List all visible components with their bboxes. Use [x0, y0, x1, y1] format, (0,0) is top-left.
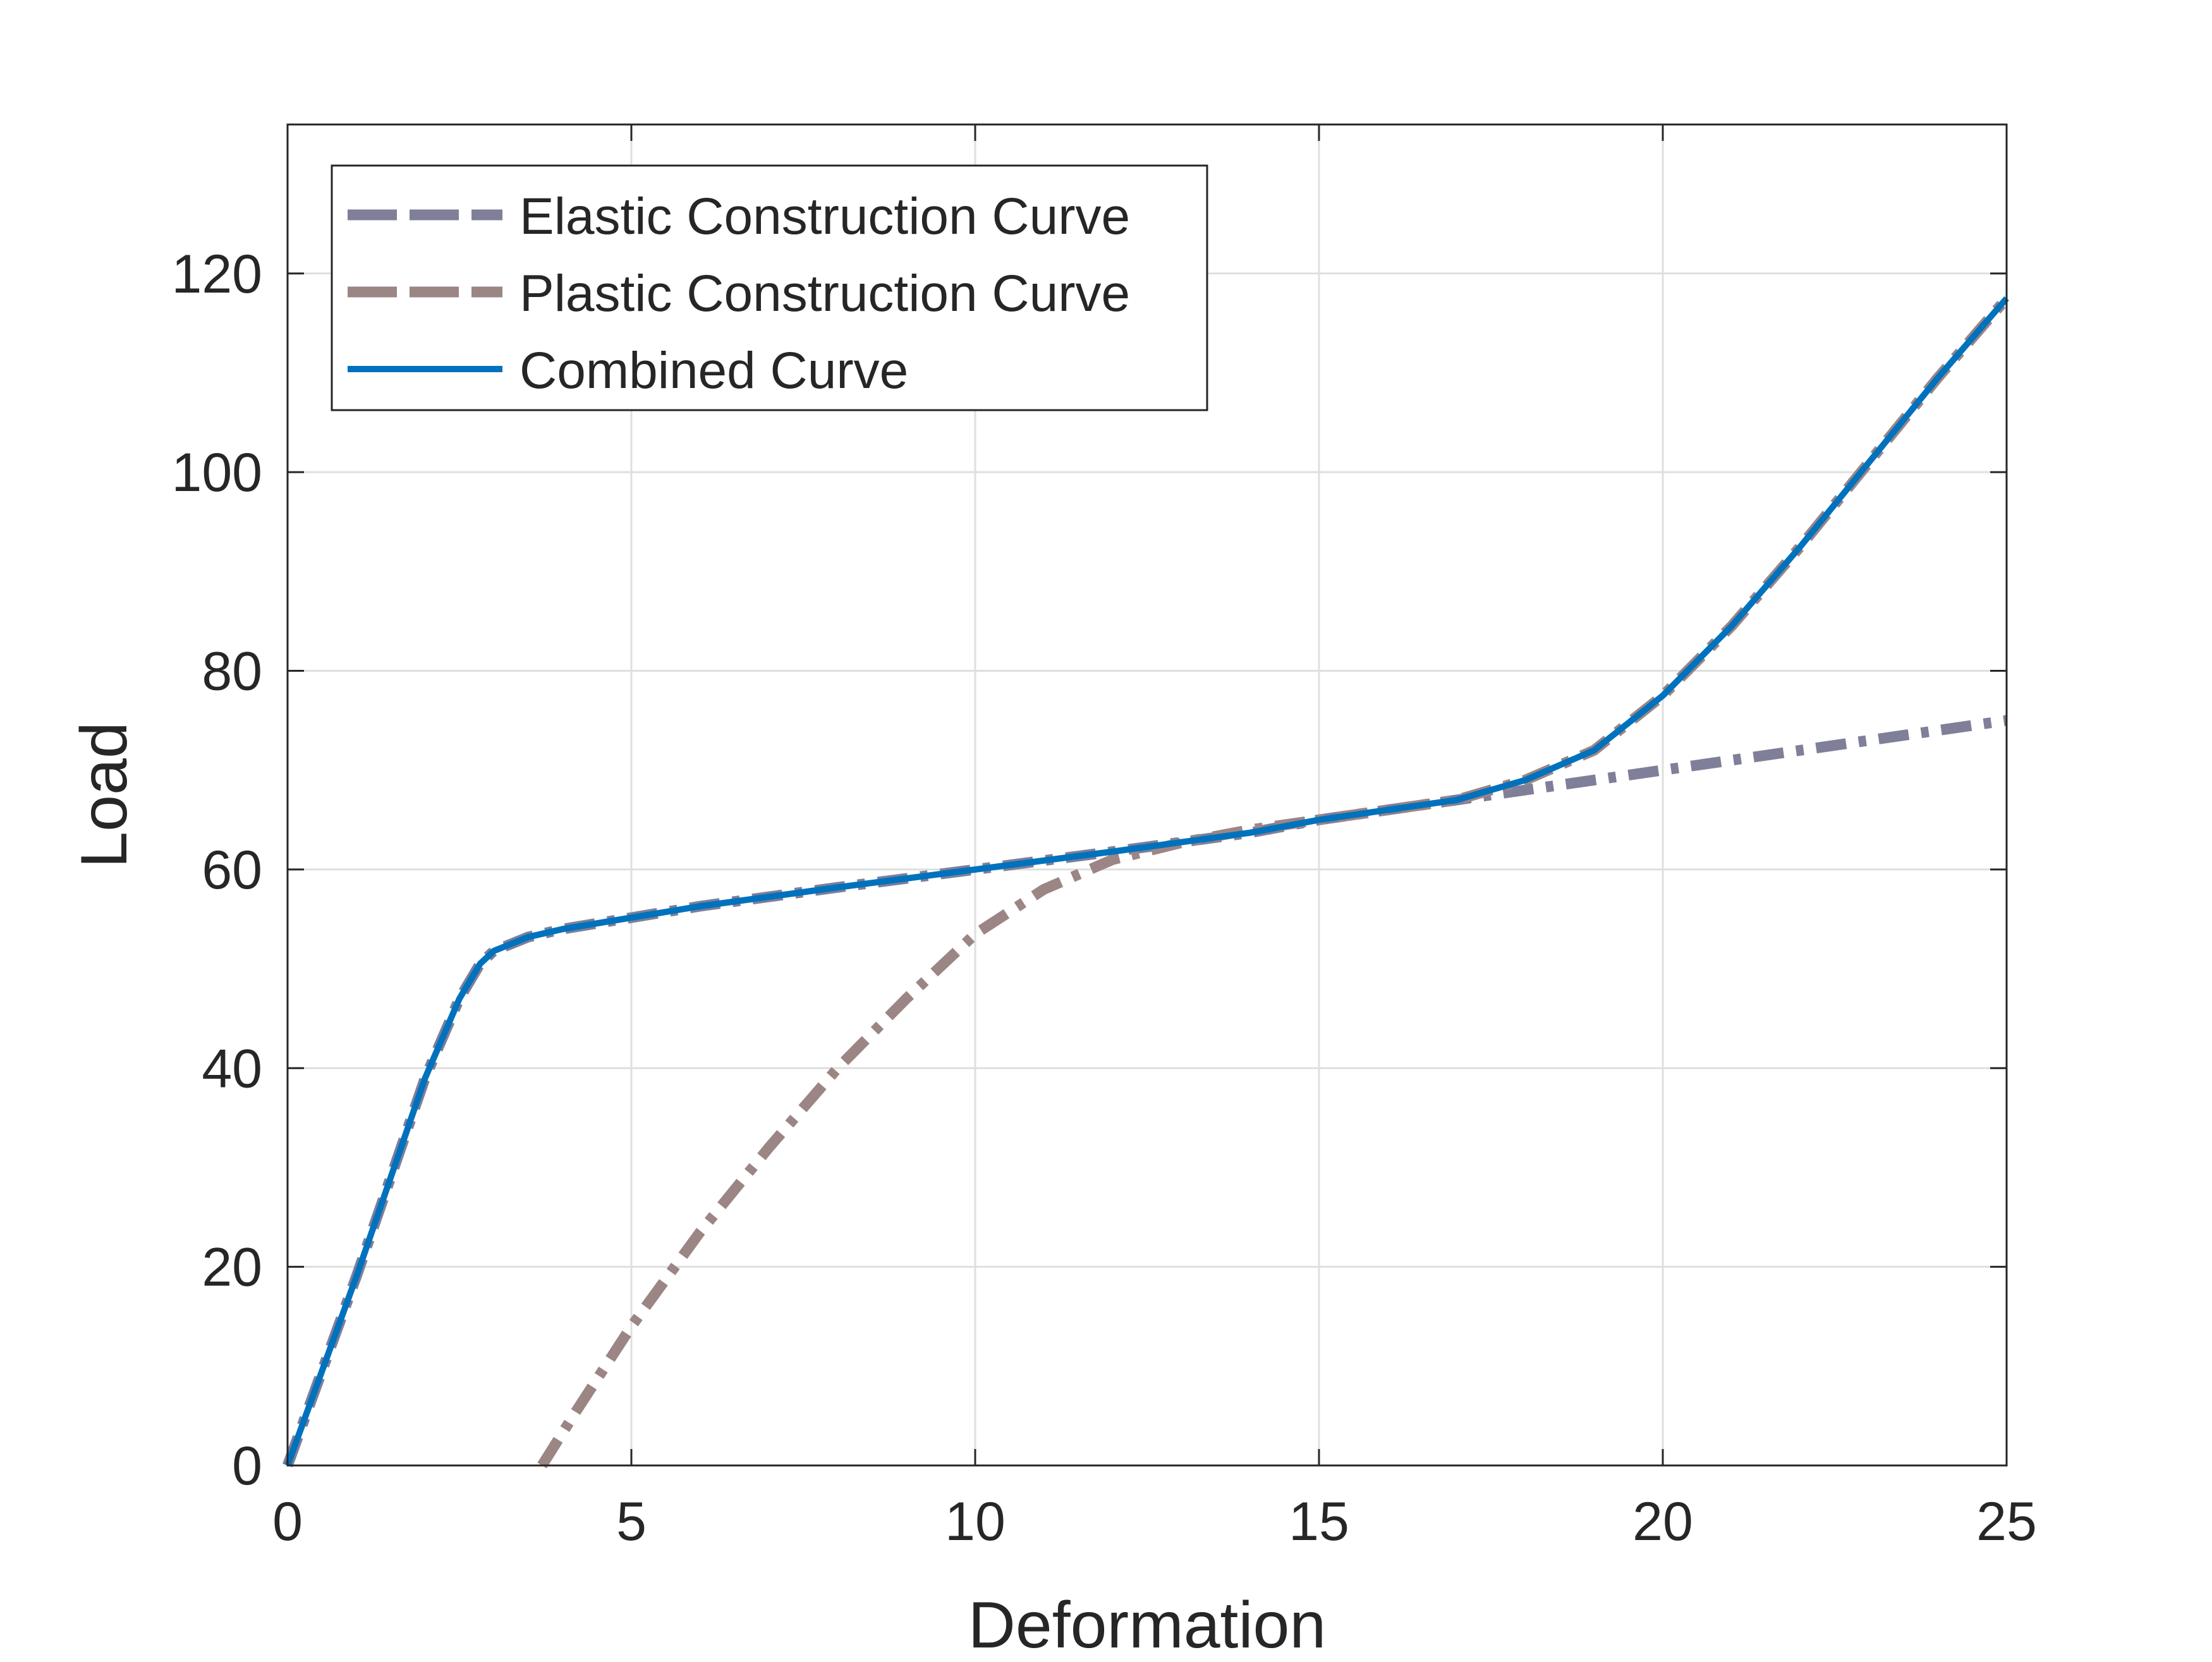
combined-curve-line [284, 296, 2009, 1467]
x-tick-label: 25 [1976, 1491, 2037, 1552]
y-tick-labels: 0 20 40 60 80 100 120 [172, 244, 263, 1496]
elastic-construction-curve-legend-label: Elastic Construction Curve [520, 188, 1130, 245]
legend: Elastic Construction Curve Plastic Constr… [331, 164, 1208, 411]
y-axis-label: Load [68, 722, 141, 868]
x-axis-label: Deformation [968, 1589, 1326, 1659]
series-layer [283, 294, 2011, 1469]
tick-marks [286, 124, 2008, 1467]
y-tick-label: 20 [202, 1237, 262, 1298]
legend-entries: Elastic Construction Curve Plastic Constr… [348, 188, 1130, 399]
grid-lines [288, 124, 2007, 1465]
x-tick-label: 15 [1289, 1491, 1349, 1552]
y-tick-label: 80 [202, 641, 262, 702]
x-tick-label: 5 [616, 1491, 647, 1552]
x-tick-labels: 0 5 10 15 20 25 [272, 1491, 2037, 1552]
y-tick-label: 40 [202, 1038, 262, 1099]
y-tick-label: 100 [172, 442, 263, 503]
plastic-construction-curve-legend-label: Plastic Construction Curve [520, 265, 1130, 322]
combined-curve-legend-label: Combined Curve [520, 342, 908, 399]
y-tick-label: 60 [202, 840, 262, 901]
x-tick-label: 0 [272, 1491, 303, 1552]
y-tick-label: 120 [172, 244, 263, 305]
x-tick-label: 10 [945, 1491, 1006, 1552]
plot-area-frame [286, 123, 2008, 1467]
x-tick-label: 20 [1632, 1491, 1693, 1552]
y-tick-label: 0 [232, 1436, 262, 1496]
